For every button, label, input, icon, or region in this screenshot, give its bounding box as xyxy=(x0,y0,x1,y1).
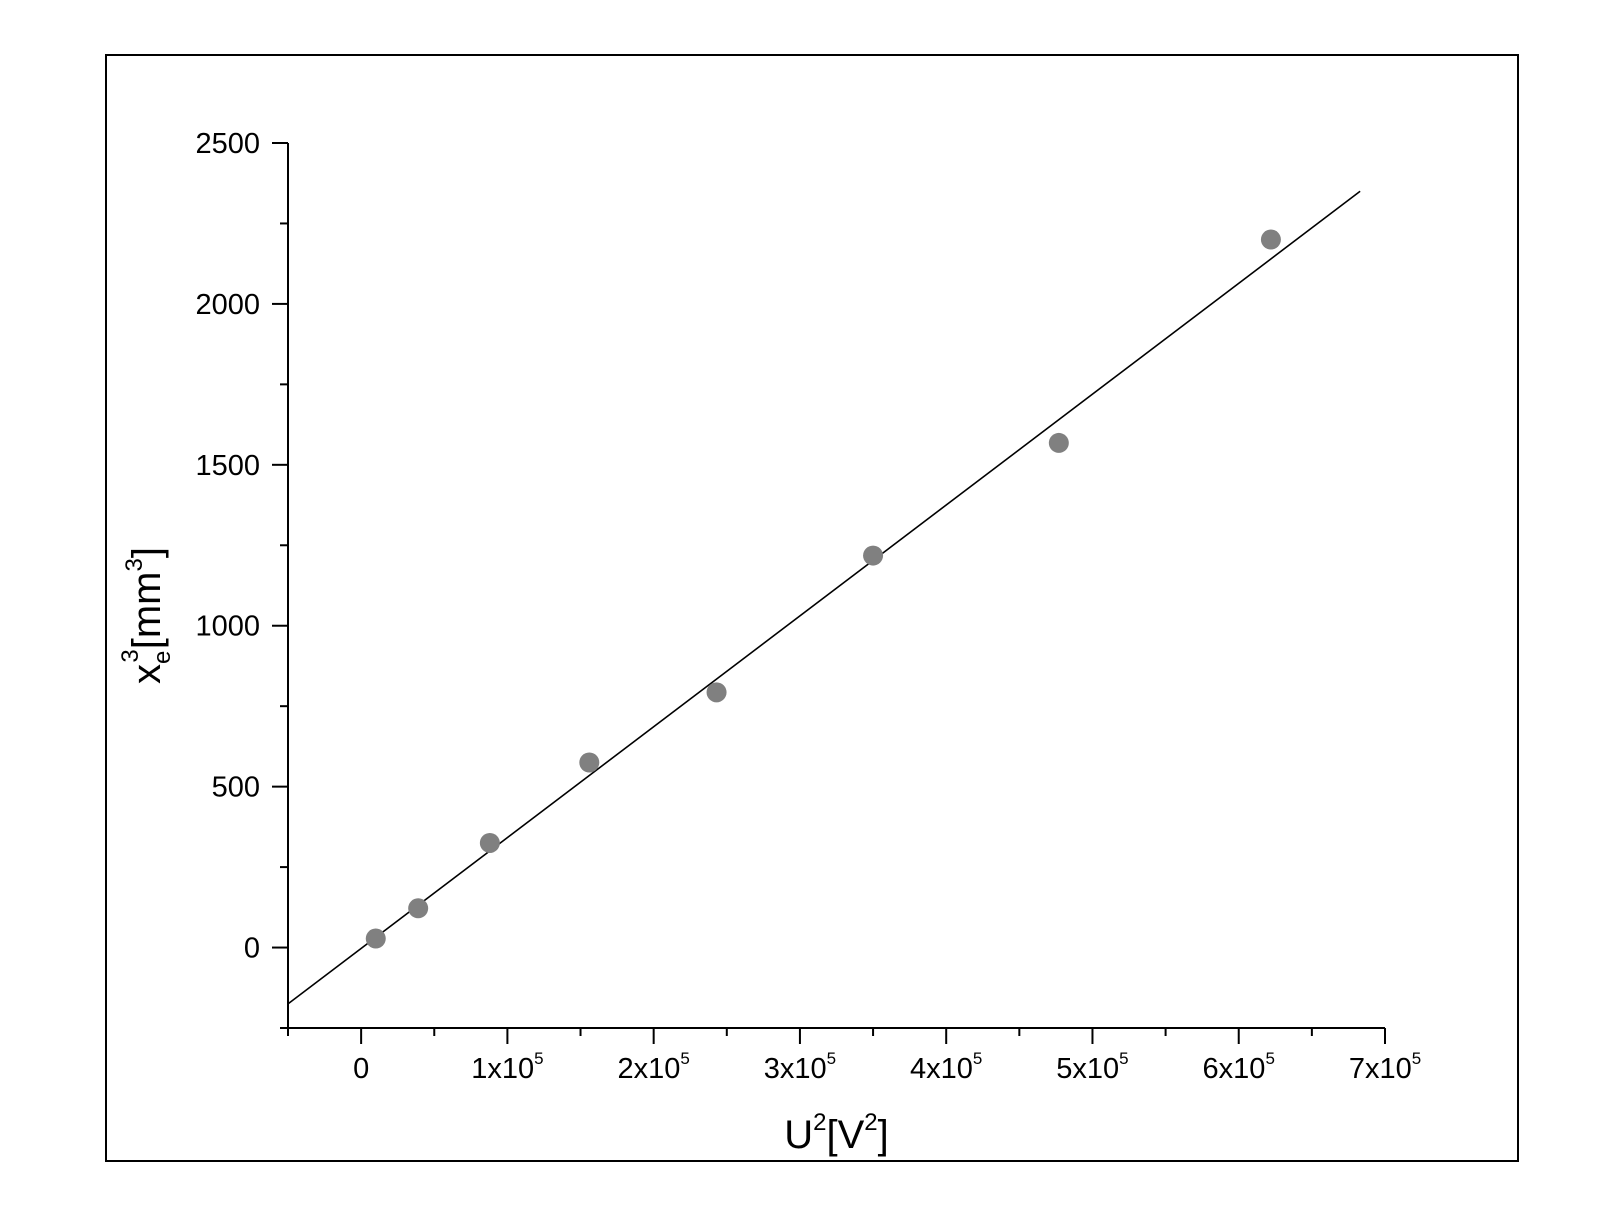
y-tick-label: 1500 xyxy=(195,450,260,482)
data-point xyxy=(1260,229,1281,250)
fit-layer xyxy=(287,190,1361,1005)
data-point xyxy=(365,928,386,949)
x-tick-label: 6x105 xyxy=(1203,1049,1275,1085)
points-layer xyxy=(365,229,1281,949)
frame-border xyxy=(105,54,1519,1162)
x-tick-label: 7x105 xyxy=(1349,1049,1421,1085)
x-axis-title-text: U2[V2] xyxy=(784,1109,889,1157)
data-point xyxy=(706,682,727,703)
x-tick-label: 4x105 xyxy=(910,1049,982,1085)
x-tick-label: 0 xyxy=(353,1053,369,1085)
data-point xyxy=(479,832,500,853)
x-tick-label: 3x105 xyxy=(764,1049,836,1085)
data-point xyxy=(1048,432,1069,453)
y-axis-title: xe3[mm3] xyxy=(117,547,176,684)
y-tick-label: 2000 xyxy=(195,289,260,321)
fit-line xyxy=(287,190,1361,1005)
data-point xyxy=(863,545,884,566)
y-tick-label: 2500 xyxy=(195,128,260,160)
y-tick-label: 1000 xyxy=(195,611,260,643)
y-tick-label: 0 xyxy=(244,933,260,965)
x-tick-label: 1x105 xyxy=(471,1049,543,1085)
data-point xyxy=(579,752,600,773)
y-axis-title-text: xe3[mm3] xyxy=(117,547,176,684)
data-point xyxy=(408,898,429,919)
x-tick-label: 5x105 xyxy=(1056,1049,1128,1085)
x-tick-label: 2x105 xyxy=(617,1049,689,1085)
x-axis-title: U2[V2] xyxy=(784,1109,889,1157)
axes: 0 500 1000 1500 2000 2500 0 1x105 2x105 3x105 4x10… xyxy=(195,128,1421,1085)
y-tick-label: 500 xyxy=(212,772,260,804)
